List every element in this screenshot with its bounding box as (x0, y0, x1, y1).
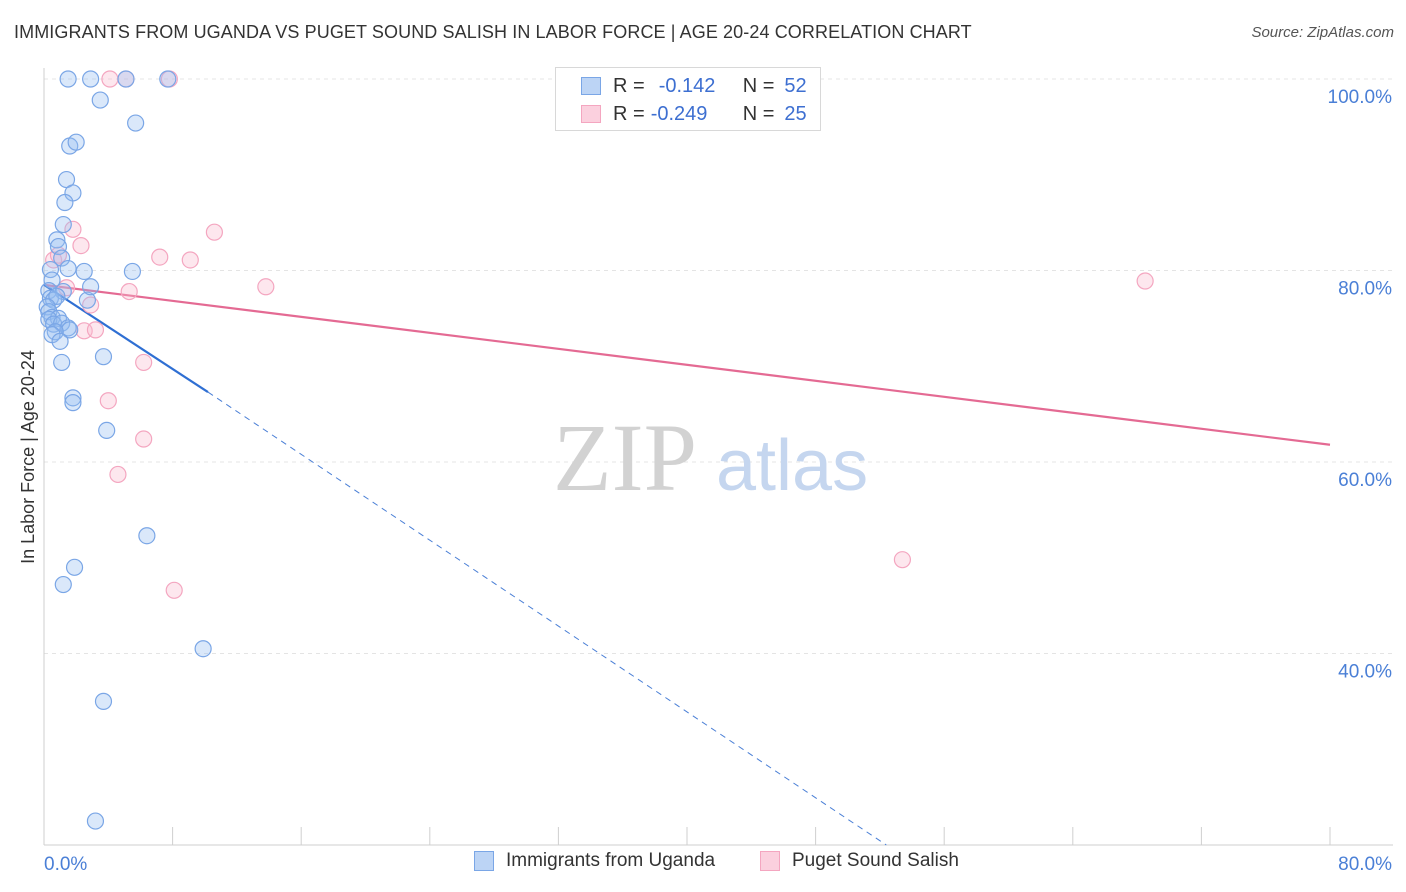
uganda-point (43, 271, 61, 289)
uganda-point (91, 91, 109, 109)
legend-r-key: R = (613, 74, 645, 97)
uganda-point (98, 421, 116, 440)
legend-row-uganda: R = -0.142 N = 52 (581, 73, 807, 99)
salish-point (893, 551, 912, 569)
legend-r-value: -0.249 (650, 102, 708, 125)
legend-swatch-salish (581, 105, 601, 123)
salish-point (165, 581, 183, 599)
uganda-point (48, 287, 66, 305)
source-label: Source: ZipAtlas.com (1251, 24, 1394, 41)
uganda-point (78, 291, 97, 309)
legend-row-salish: R = -0.249 N = 25 (581, 101, 807, 127)
bottom-legend-uganda: Immigrants from Uganda (474, 850, 715, 872)
watermark-zip: ZIP (553, 404, 697, 511)
uganda-point (64, 389, 82, 407)
uganda-point (117, 70, 135, 88)
salish-trend-line (43, 283, 1331, 446)
uganda-point (67, 133, 85, 151)
legend-n-key: N = (742, 74, 775, 97)
x-tick-label: 0.0% (44, 854, 87, 875)
uganda-point (75, 262, 93, 281)
legend-n-value: 25 (784, 102, 807, 125)
y-tick-label: 40.0% (1338, 662, 1392, 683)
uganda-point (94, 348, 113, 366)
watermark-atlas: atlas (716, 426, 868, 506)
uganda-point (65, 558, 84, 576)
x-tick-label: 80.0% (1338, 854, 1392, 875)
legend-swatch-uganda (581, 77, 601, 95)
uganda-point (61, 321, 79, 339)
uganda-point (48, 231, 66, 249)
uganda-point (46, 323, 64, 341)
uganda-trend-extension (207, 391, 887, 846)
uganda-point (123, 262, 142, 281)
tick-labels: 100.0% 80.0% 60.0% 40.0% 0.0% 80.0% (44, 87, 1392, 875)
correlation-legend: R = -0.142 N = 52 R = -0.249 N = 25 (555, 67, 821, 131)
salish-point (135, 430, 153, 448)
uganda-trend-line (43, 283, 209, 394)
salish-point (72, 237, 90, 255)
uganda-point (194, 640, 212, 658)
watermark: ZIP atlas (553, 404, 868, 511)
grid-lines (44, 78, 1393, 654)
uganda-point (59, 259, 77, 278)
salish-point (1136, 272, 1154, 290)
y-tick-label: 80.0% (1338, 279, 1392, 300)
salish-point (99, 392, 117, 410)
legend-r-value: -0.142 (658, 74, 716, 97)
salish-point (86, 321, 105, 339)
uganda-point (159, 70, 177, 88)
bottom-legend-label-uganda: Immigrants from Uganda (506, 850, 716, 871)
salish-point (135, 353, 153, 372)
y-axis-label: In Labor Force | Age 20-24 (18, 350, 38, 564)
salish-point (181, 251, 199, 269)
bottom-legend-salish: Puget Sound Salish (760, 850, 959, 872)
uganda-point (53, 249, 71, 267)
trend-lines (43, 283, 1331, 846)
bottom-legend-label-salish: Puget Sound Salish (792, 850, 959, 871)
uganda-point (59, 70, 77, 88)
bottom-legend-swatch-salish (760, 851, 780, 871)
y-tick-label: 100.0% (1328, 87, 1393, 108)
salish-point (64, 220, 82, 238)
legend-r-key: R = (613, 102, 645, 125)
uganda-point (94, 692, 113, 710)
uganda-point (86, 812, 105, 830)
salish-point (101, 70, 119, 88)
legend-n-value: 52 (784, 74, 807, 97)
salish-point (109, 465, 127, 484)
uganda-point (56, 193, 74, 212)
bottom-legend-swatch-uganda (474, 851, 494, 871)
uganda-point (53, 353, 71, 372)
salish-point (151, 248, 169, 266)
uganda-point (82, 70, 100, 88)
axes (43, 68, 1393, 846)
uganda-point (41, 260, 60, 279)
uganda-point (127, 114, 145, 132)
uganda-point (51, 332, 69, 350)
legend-n-key: N = (742, 102, 775, 125)
salish-point (257, 278, 275, 296)
uganda-point (64, 394, 82, 412)
uganda-point (54, 215, 72, 234)
salish-point (205, 223, 223, 241)
salish-point (120, 282, 138, 301)
salish-point (82, 296, 100, 314)
chart-title: IMMIGRANTS FROM UGANDA VS PUGET SOUND SA… (14, 22, 972, 42)
uganda-point (138, 527, 156, 545)
y-tick-label: 60.0% (1338, 470, 1392, 491)
uganda-point (54, 575, 72, 594)
data-points (38, 70, 1154, 830)
uganda-point (82, 278, 100, 296)
